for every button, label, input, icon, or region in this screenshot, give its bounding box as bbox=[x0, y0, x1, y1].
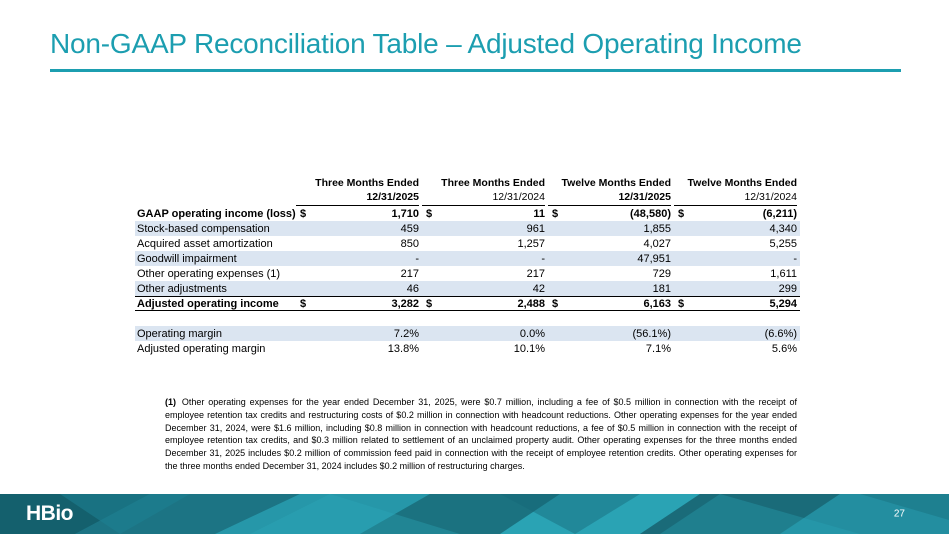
currency-symbol: $ bbox=[678, 297, 685, 310]
table-cell: 13.8% bbox=[387, 342, 419, 355]
table-cell: 42 bbox=[532, 282, 545, 295]
row-label: Other adjustments bbox=[137, 282, 227, 295]
table-cell: $5,294 bbox=[674, 298, 800, 310]
table-cell: 217 bbox=[400, 267, 419, 280]
footnote-marker: (1) bbox=[165, 397, 176, 407]
table-cell: 5.6% bbox=[771, 342, 797, 355]
cell-value: 1,710 bbox=[391, 207, 419, 220]
cell-value: 5,294 bbox=[769, 297, 797, 310]
table-row-acquired-asset-amortization: Acquired asset amortization 850 1,257 4,… bbox=[135, 236, 800, 251]
table-cell: 1,855 bbox=[643, 222, 671, 235]
table-cell: 5,255 bbox=[769, 237, 797, 250]
table-cell: 217 bbox=[526, 267, 545, 280]
margin-table: Operating margin 7.2% 0.0% (56.1%) (6.6%… bbox=[135, 326, 800, 356]
table-cell: 961 bbox=[526, 222, 545, 235]
table-row-goodwill-impairment: Goodwill impairment - - 47,951 - bbox=[135, 251, 800, 266]
row-label: GAAP operating income (loss) bbox=[137, 207, 296, 220]
table-cell: $6,163 bbox=[548, 298, 674, 310]
title-underline bbox=[50, 69, 901, 72]
row-label: Other operating expenses (1) bbox=[137, 267, 281, 280]
page-number: 27 bbox=[893, 508, 905, 520]
currency-symbol: $ bbox=[300, 297, 307, 310]
table-cell: 0.0% bbox=[519, 327, 545, 340]
cell-value: 6,163 bbox=[643, 297, 671, 310]
table-row-adjusted-operating-margin: Adjusted operating margin 13.8% 10.1% 7.… bbox=[135, 341, 800, 356]
cell-value: (6,211) bbox=[762, 207, 797, 220]
table-header-row: Three Months Ended 12/31/2025 Three Mont… bbox=[135, 176, 800, 206]
table-cell: - bbox=[793, 252, 797, 265]
currency-symbol: $ bbox=[552, 297, 559, 310]
table-cell: 4,340 bbox=[769, 222, 797, 235]
row-label: Adjusted operating income bbox=[137, 297, 279, 310]
table-cell: $ (48,580) bbox=[548, 208, 674, 220]
table-cell: $ (6,211) bbox=[674, 208, 800, 220]
cell-value: 2,488 bbox=[517, 297, 545, 310]
row-label: Adjusted operating margin bbox=[137, 342, 266, 355]
footnote: (1) Other operating expenses for the yea… bbox=[165, 396, 797, 473]
col-header-3mo-2025: Three Months Ended 12/31/2025 bbox=[296, 176, 422, 206]
table-cell: 7.1% bbox=[645, 342, 671, 355]
table-cell: $11 bbox=[422, 208, 548, 220]
footer: HBio 27 bbox=[0, 494, 949, 534]
table-cell: 850 bbox=[400, 237, 419, 250]
table-cell: (6.6%) bbox=[764, 327, 797, 340]
currency-symbol: $ bbox=[678, 207, 685, 220]
table-cell: 299 bbox=[778, 282, 797, 295]
footnote-text: Other operating expenses for the year en… bbox=[165, 397, 797, 471]
col-header-12mo-2024: Twelve Months Ended 12/31/2024 bbox=[674, 176, 800, 206]
table-cell: 7.2% bbox=[393, 327, 419, 340]
cell-value: 3,282 bbox=[391, 297, 419, 310]
table-row-operating-margin: Operating margin 7.2% 0.0% (56.1%) (6.6%… bbox=[135, 326, 800, 341]
col-header-12mo-2025: Twelve Months Ended 12/31/2025 bbox=[548, 176, 674, 206]
currency-symbol: $ bbox=[552, 207, 559, 220]
currency-symbol: $ bbox=[426, 207, 433, 220]
table-cell: $2,488 bbox=[422, 298, 548, 310]
footer-pattern bbox=[0, 494, 949, 534]
reconciliation-table: Three Months Ended 12/31/2025 Three Mont… bbox=[135, 176, 800, 311]
row-label: Acquired asset amortization bbox=[137, 237, 273, 250]
row-label: Operating margin bbox=[137, 327, 222, 340]
cell-value: 11 bbox=[533, 207, 545, 220]
table-cell: - bbox=[541, 252, 545, 265]
table-row-gaap-operating-income: GAAP operating income (loss) $1,710 $11 … bbox=[135, 206, 800, 221]
table-cell: $3,282 bbox=[296, 298, 422, 310]
hbio-logo: HBio bbox=[26, 502, 74, 525]
page-title: Non-GAAP Reconciliation Table – Adjusted… bbox=[50, 28, 802, 59]
currency-symbol: $ bbox=[300, 207, 307, 220]
table-row-other-adjustments: Other adjustments 46 42 181 299 bbox=[135, 281, 800, 296]
table-cell: 10.1% bbox=[513, 342, 545, 355]
table-cell: 459 bbox=[400, 222, 419, 235]
table-cell: - bbox=[415, 252, 419, 265]
row-label: Stock-based compensation bbox=[137, 222, 270, 235]
cell-value: (48,580) bbox=[630, 207, 671, 220]
table-cell: 46 bbox=[406, 282, 419, 295]
table-row-stock-based-compensation: Stock-based compensation 459 961 1,855 4… bbox=[135, 221, 800, 236]
table-row-adjusted-operating-income: Adjusted operating income $3,282 $2,488 … bbox=[135, 296, 800, 311]
table-cell: 4,027 bbox=[643, 237, 671, 250]
table-cell: 181 bbox=[652, 282, 671, 295]
table-cell: 1,257 bbox=[517, 237, 545, 250]
row-label: Goodwill impairment bbox=[137, 252, 237, 265]
table-cell: $1,710 bbox=[296, 208, 422, 220]
table-cell: 1,611 bbox=[770, 267, 797, 280]
table-cell: 47,951 bbox=[637, 252, 671, 265]
currency-symbol: $ bbox=[426, 297, 433, 310]
col-header-3mo-2024: Three Months Ended 12/31/2024 bbox=[422, 176, 548, 206]
table-row-other-operating-expenses: Other operating expenses (1) 217 217 729… bbox=[135, 266, 800, 281]
table-cell: 729 bbox=[652, 267, 671, 280]
table-cell: (56.1%) bbox=[632, 327, 671, 340]
